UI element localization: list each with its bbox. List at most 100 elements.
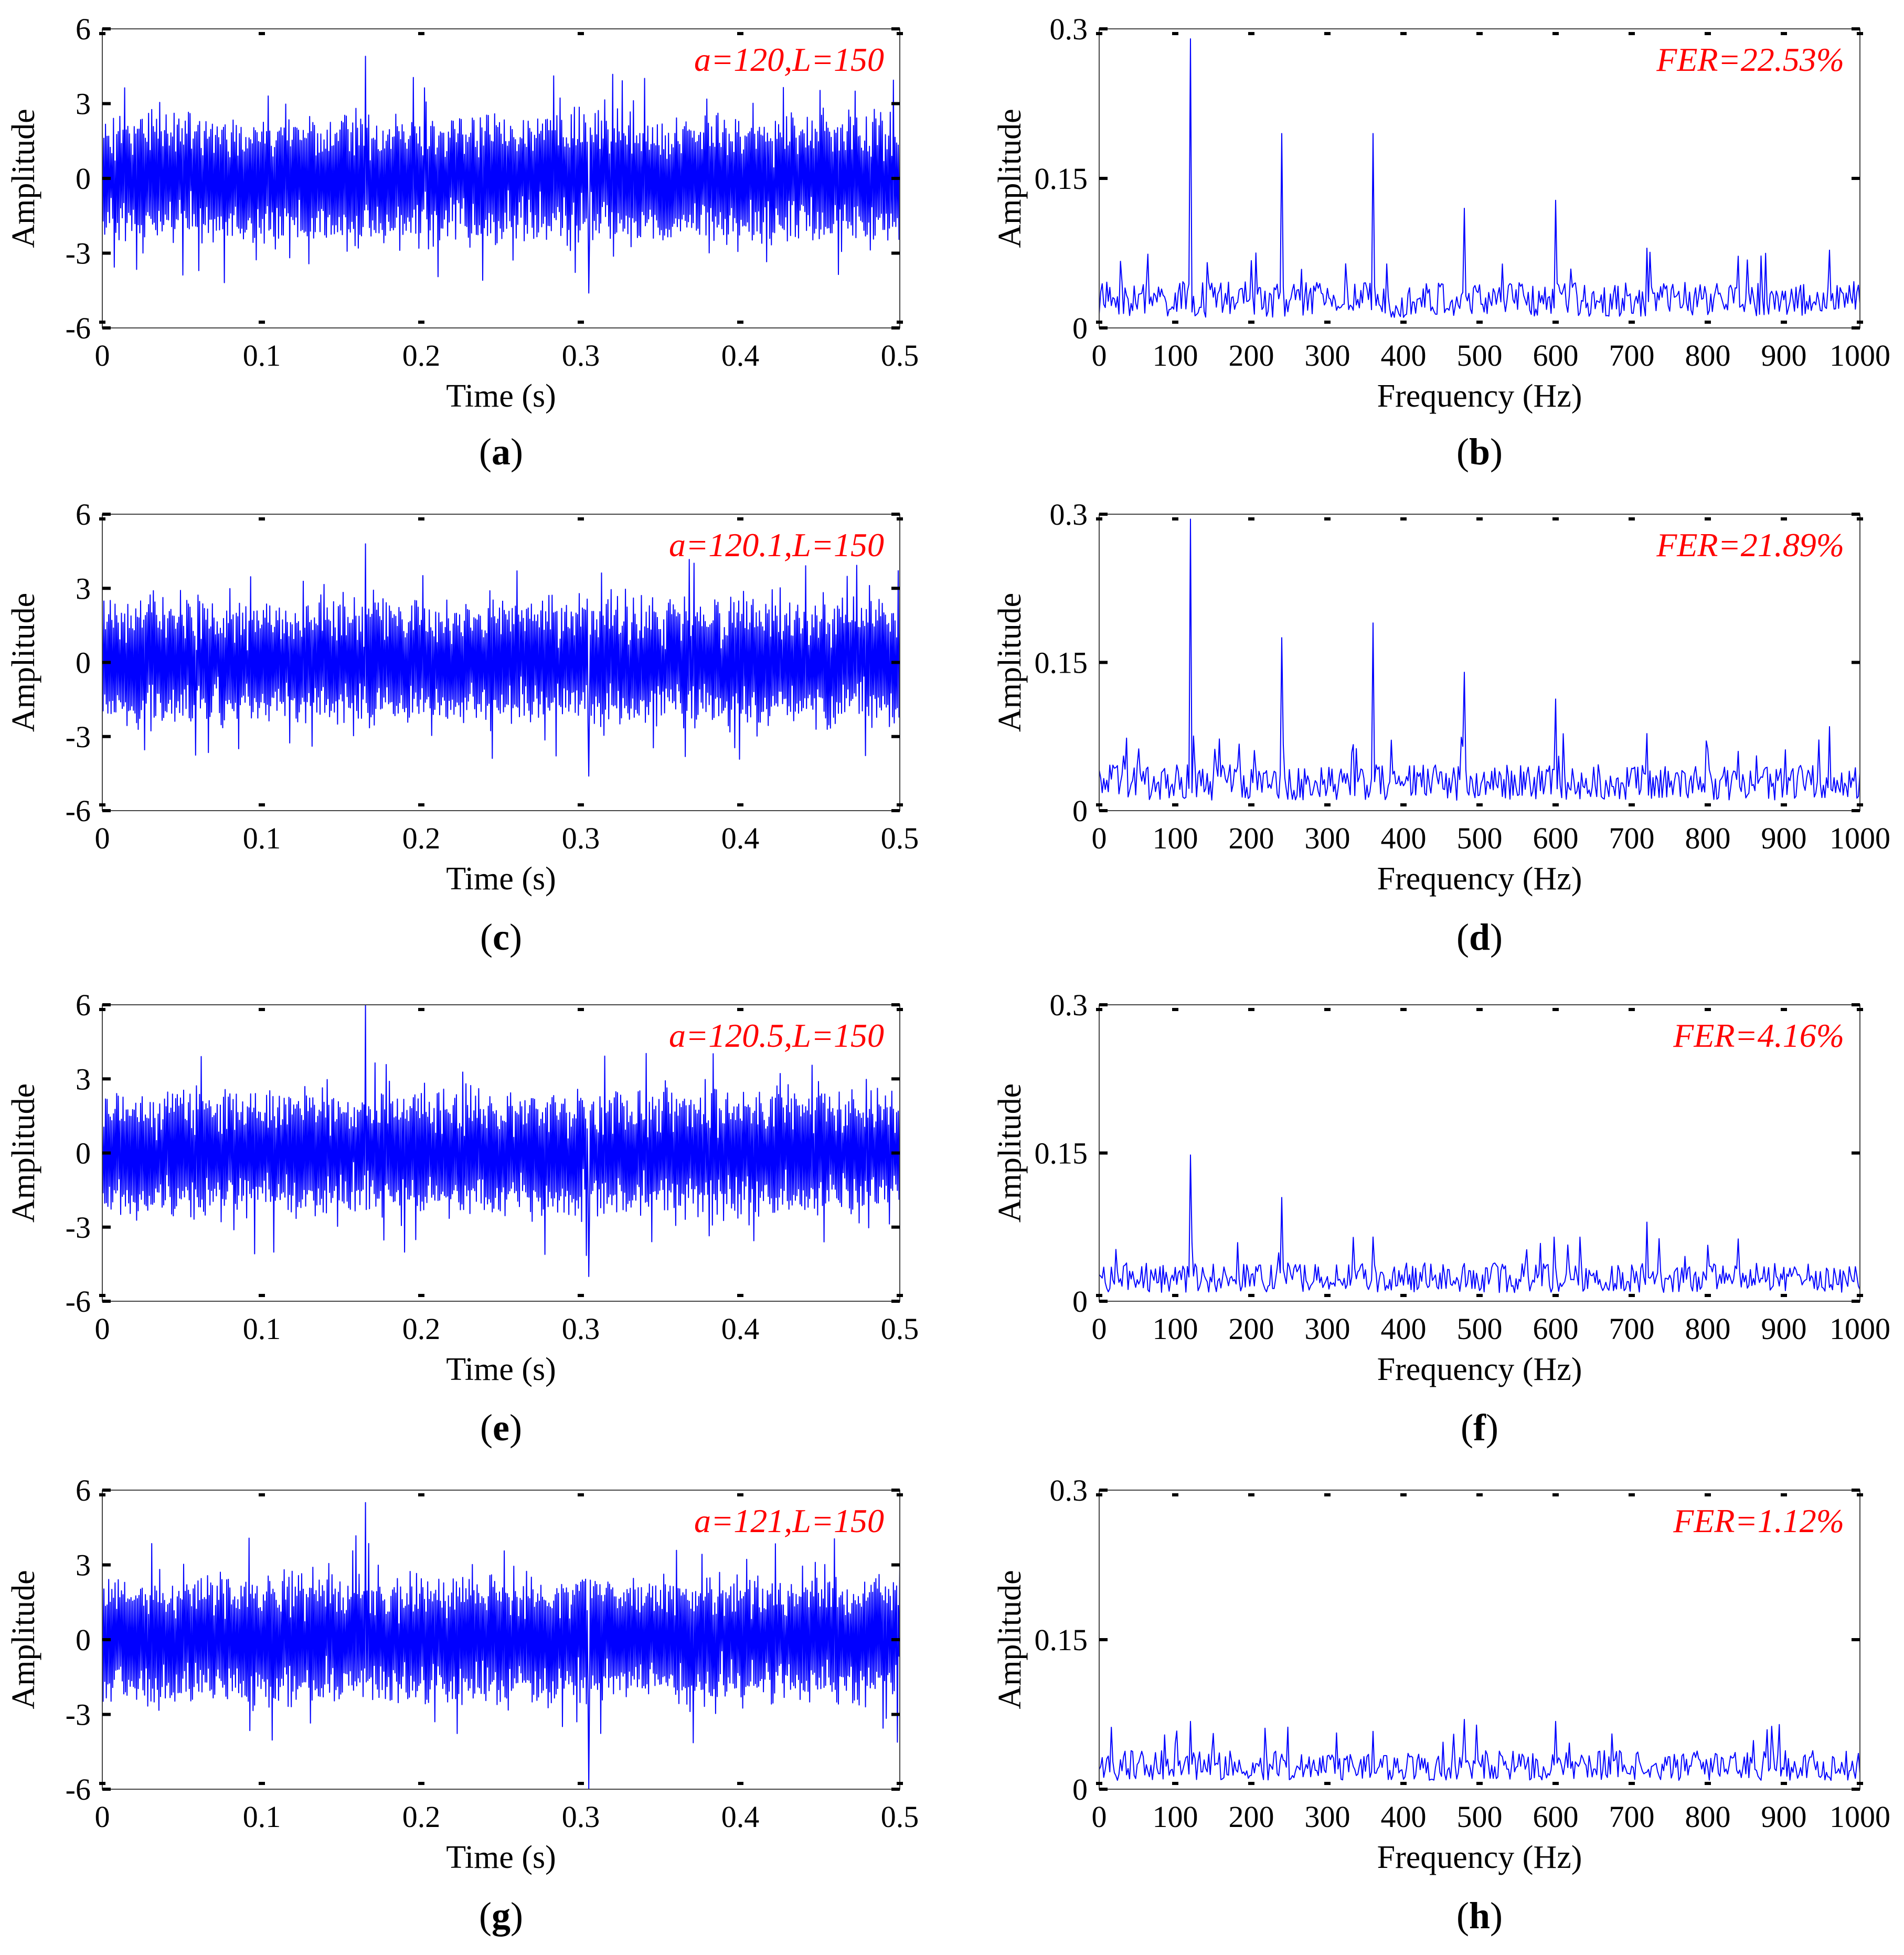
x-tick-mark-top [578, 1008, 584, 1011]
panel-label: (f) [1461, 1407, 1498, 1449]
x-tick-mark-bottom [1629, 1782, 1635, 1785]
x-tick-label: 700 [1609, 1800, 1655, 1834]
y-axis-title: Amplitude [6, 1083, 41, 1223]
y-tick-mark-right [891, 27, 900, 30]
x-tick-mark-top [737, 517, 743, 520]
x-tick-mark-top [1400, 32, 1407, 35]
y-tick-label: -6 [66, 1284, 91, 1319]
x-tick-label: 200 [1229, 1800, 1274, 1834]
y-tick-label: 0 [76, 162, 91, 196]
y-tick-mark-left [102, 1638, 111, 1641]
panel-label-open: ( [1456, 916, 1469, 958]
x-tick-label: 600 [1533, 1800, 1579, 1834]
x-tick-mark-bottom [578, 803, 584, 806]
y-tick-label: 0.3 [1050, 497, 1088, 532]
x-axis-title: Frequency (Hz) [1377, 861, 1582, 897]
x-tick-label: 300 [1305, 821, 1350, 855]
x-tick-label: 0 [95, 821, 110, 855]
x-tick-mark-top [1552, 1008, 1559, 1011]
y-tick-mark-left [1099, 177, 1108, 180]
y-tick-label: 0.15 [1035, 1136, 1088, 1171]
y-tick-mark-right [891, 326, 900, 330]
y-tick-mark-right [891, 1638, 900, 1641]
x-tick-mark-top [737, 32, 743, 35]
y-tick-mark-right [1852, 177, 1860, 180]
x-tick-mark-bottom [259, 321, 265, 324]
x-tick-mark-top [1096, 1008, 1102, 1011]
x-tick-mark-bottom [1324, 1294, 1331, 1297]
y-tick-mark-left [102, 1300, 111, 1303]
y-tick-label: -3 [66, 720, 91, 754]
x-tick-label: 1000 [1829, 821, 1890, 855]
x-tick-mark-bottom [418, 1782, 424, 1785]
x-tick-mark-bottom [1400, 803, 1407, 806]
x-tick-label: 0.3 [562, 1312, 600, 1346]
y-tick-mark-right [1852, 513, 1860, 516]
x-tick-mark-bottom [897, 1782, 903, 1785]
x-tick-mark-top [737, 1008, 743, 1011]
y-tick-mark-left [1099, 1003, 1108, 1006]
y-tick-mark-right [1852, 661, 1860, 664]
signal-trace-h [1099, 1719, 1860, 1781]
x-tick-label: 800 [1685, 821, 1731, 855]
x-tick-label: 800 [1685, 1312, 1731, 1346]
y-tick-mark-right [891, 1151, 900, 1155]
annotation-label: FER=21.89% [1656, 526, 1844, 564]
x-tick-label: 100 [1153, 821, 1198, 855]
x-tick-mark-bottom [1476, 1294, 1483, 1297]
y-tick-mark-right [891, 1563, 900, 1567]
x-tick-label: 100 [1153, 1312, 1198, 1346]
x-tick-mark-top [578, 517, 584, 520]
panel-label: (e) [480, 1407, 522, 1449]
x-tick-label: 400 [1381, 338, 1427, 373]
x-tick-mark-top [1400, 517, 1407, 520]
panel-label-close: ) [1490, 1895, 1503, 1937]
x-tick-label: 0.5 [881, 338, 919, 373]
y-tick-mark-left [1099, 1300, 1108, 1303]
x-tick-mark-top [1552, 517, 1559, 520]
x-tick-mark-bottom [1857, 1294, 1863, 1297]
y-tick-label: 3 [76, 87, 91, 121]
x-tick-mark-top [1552, 1493, 1559, 1496]
x-tick-mark-top [1324, 1493, 1331, 1496]
x-axis-title: Frequency (Hz) [1377, 378, 1582, 414]
x-tick-label: 0.1 [243, 1800, 281, 1834]
x-tick-label: 0.3 [562, 1800, 600, 1834]
x-tick-mark-top [1857, 517, 1863, 520]
x-tick-label: 0 [95, 338, 110, 373]
x-tick-mark-top [1400, 1493, 1407, 1496]
x-tick-mark-bottom [1248, 1782, 1254, 1785]
x-tick-mark-top [1705, 32, 1711, 35]
x-tick-mark-top [1096, 517, 1102, 520]
y-tick-label: 6 [76, 497, 91, 532]
x-tick-label: 600 [1533, 338, 1579, 373]
x-tick-mark-top [1400, 1008, 1407, 1011]
y-tick-mark-left [102, 1563, 111, 1567]
x-tick-label: 900 [1761, 821, 1807, 855]
y-tick-mark-left [102, 177, 111, 180]
y-tick-mark-left [102, 661, 111, 664]
x-tick-mark-bottom [1324, 321, 1331, 324]
y-tick-mark-left [102, 1713, 111, 1716]
panel-label: (d) [1456, 916, 1503, 958]
y-tick-label: 0.15 [1035, 646, 1088, 680]
x-tick-mark-bottom [1781, 803, 1787, 806]
y-axis-title: Amplitude [992, 109, 1028, 248]
y-tick-mark-right [1852, 1300, 1860, 1303]
x-tick-mark-bottom [99, 803, 105, 806]
y-tick-mark-left [1099, 326, 1108, 330]
x-tick-label: 0.4 [721, 338, 760, 373]
annotation-label: a=121,L=150 [694, 1502, 884, 1539]
x-axis-title: Time (s) [446, 861, 556, 897]
annotation-label: a=120.5,L=150 [669, 1017, 884, 1054]
x-tick-mark-bottom [737, 1782, 743, 1785]
y-tick-label: 0 [76, 646, 91, 680]
x-tick-mark-bottom [259, 1294, 265, 1297]
x-tick-mark-bottom [1552, 1294, 1559, 1297]
x-tick-label: 1000 [1829, 1800, 1890, 1834]
x-tick-mark-top [1781, 1493, 1787, 1496]
y-tick-mark-left [102, 27, 111, 30]
x-tick-mark-top [897, 1008, 903, 1011]
y-tick-mark-left [102, 1489, 111, 1492]
panel-label: (h) [1456, 1895, 1503, 1937]
